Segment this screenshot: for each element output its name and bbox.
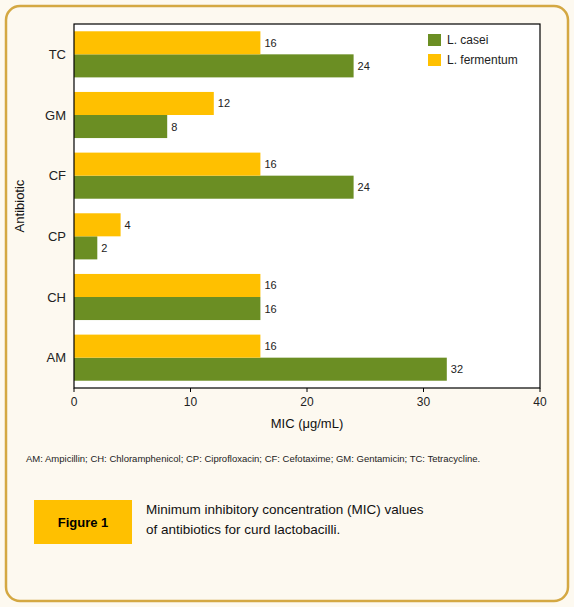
y-tick-label: GM (45, 108, 66, 123)
bar (74, 176, 354, 199)
x-tick (74, 388, 75, 392)
data-label: 24 (358, 181, 370, 193)
figure-label: Figure 1 (58, 515, 109, 530)
y-tick-label: CP (48, 229, 66, 244)
data-label: 16 (264, 303, 276, 315)
x-tick-label: 20 (300, 395, 314, 409)
y-tick-label: AM (47, 350, 67, 365)
page-border (6, 6, 568, 601)
y-tick-label: CH (47, 290, 66, 305)
data-label: 16 (264, 279, 276, 291)
bar (74, 274, 260, 297)
data-label: 4 (125, 219, 131, 231)
plot-background (74, 24, 540, 388)
legend-label: L. fermentum (447, 53, 518, 67)
y-axis-label: Antibiotic (12, 179, 27, 232)
y-tick-label: CF (49, 168, 66, 183)
bar (74, 115, 167, 138)
x-tick (423, 388, 424, 392)
data-label: 24 (358, 60, 370, 72)
bar (74, 54, 354, 77)
data-label: 32 (451, 363, 463, 375)
data-label: 8 (171, 121, 177, 133)
y-tick-label: TC (49, 47, 66, 62)
bar (74, 297, 260, 320)
plot-frame (74, 24, 540, 388)
data-label: 16 (264, 37, 276, 49)
bar (74, 213, 121, 236)
data-label: 16 (264, 340, 276, 352)
bar (74, 236, 97, 259)
bar (74, 358, 447, 381)
figure-label-box (34, 500, 132, 544)
x-tick (540, 388, 541, 392)
x-tick (307, 388, 308, 392)
chart: 24 8 24 2 16 32 16 12 16 4 16 16 0 10 20 30 40 TC GM CF CP CH… (0, 0, 574, 607)
x-axis-label: MIC (μg/mL) (271, 416, 344, 431)
x-tick-label: 0 (71, 395, 78, 409)
bar (74, 92, 214, 115)
bar (74, 335, 260, 358)
data-labels: 24 8 24 2 16 32 16 12 16 4 16 16 (101, 37, 463, 375)
x-tick-label: 40 (533, 395, 547, 409)
bar (74, 153, 260, 176)
x-tick (190, 388, 191, 392)
x-tick-label: 10 (184, 395, 198, 409)
legend-swatch (428, 34, 441, 46)
footnote: AM: Ampicillin; CH: Chloramphenicol; CP:… (26, 453, 480, 464)
data-label: 12 (218, 97, 230, 109)
legend-swatch (428, 54, 441, 66)
figure-caption: Minimum inhibitory concentration (MIC) v… (146, 502, 424, 537)
legend-label: L. casei (447, 33, 488, 47)
data-label: 16 (264, 158, 276, 170)
bar (74, 31, 260, 54)
legend: L. casei L. fermentum (428, 33, 518, 67)
x-tick-label: 30 (417, 395, 431, 409)
data-label: 2 (101, 242, 107, 254)
bars (74, 31, 447, 380)
